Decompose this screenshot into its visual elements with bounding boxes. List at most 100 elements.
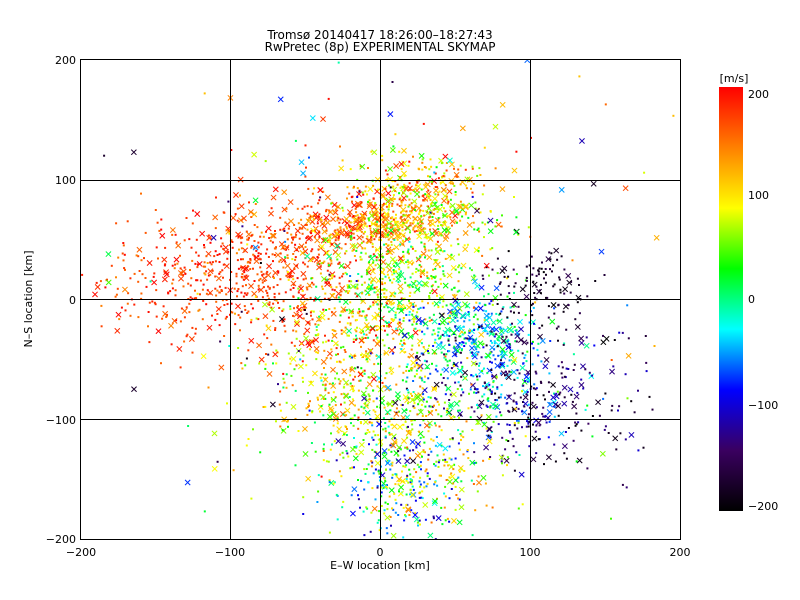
- data-point-dot: [466, 243, 469, 246]
- data-point-dot: [221, 299, 224, 302]
- data-point-x: [410, 491, 417, 498]
- data-point-x: [399, 258, 406, 265]
- data-point-dot: [421, 330, 424, 333]
- data-point-dot: [433, 352, 436, 355]
- data-point-dot: [615, 448, 618, 451]
- data-point-x: [288, 218, 294, 225]
- data-point-x: [435, 342, 442, 348]
- data-point-dot: [459, 183, 462, 186]
- data-point-dot: [129, 314, 132, 317]
- data-point-dot: [286, 420, 289, 423]
- data-point-dot: [375, 325, 378, 328]
- data-point-dot: [517, 311, 520, 314]
- data-point-dot: [369, 328, 372, 331]
- data-point-dot: [356, 187, 359, 190]
- data-point-dot: [480, 356, 483, 359]
- data-point-x: [478, 284, 485, 291]
- data-point-dot: [408, 369, 411, 372]
- data-point-dot: [469, 351, 472, 354]
- data-point-x: [478, 368, 484, 375]
- data-point-dot: [394, 511, 397, 514]
- data-point-dot: [352, 338, 355, 341]
- data-point-dot: [296, 277, 299, 280]
- data-point-dot: [383, 233, 386, 236]
- data-point-dot: [382, 487, 385, 489]
- data-point-dot: [372, 389, 374, 392]
- data-point-dot: [434, 267, 437, 270]
- data-point-dot: [322, 308, 325, 311]
- data-point-dot: [468, 392, 470, 395]
- data-point-dot: [274, 233, 276, 236]
- data-point-dot: [405, 409, 408, 411]
- data-point-dot: [266, 337, 269, 340]
- data-point-dot: [160, 218, 163, 221]
- data-point-dot: [291, 258, 294, 261]
- data-point-dot: [436, 210, 439, 213]
- data-point-x: [300, 170, 307, 177]
- data-point-dot: [357, 479, 359, 481]
- data-point-x: [280, 257, 287, 264]
- data-point-dot: [420, 188, 423, 191]
- data-point-dot: [290, 241, 293, 244]
- data-point-dot: [466, 450, 469, 453]
- data-point-dot: [563, 375, 566, 378]
- data-point-x: [265, 325, 272, 332]
- data-point-dot: [368, 421, 371, 424]
- data-point-dot: [290, 374, 293, 377]
- data-point-dot: [521, 503, 524, 506]
- data-point-x: [363, 322, 370, 329]
- data-point-dot: [318, 318, 320, 321]
- data-point-dot: [506, 423, 509, 426]
- data-point-dot: [194, 327, 197, 330]
- data-point-x: [444, 326, 451, 333]
- data-point-dot: [445, 169, 448, 172]
- data-point-dot: [472, 182, 475, 185]
- data-point-dot: [284, 330, 287, 333]
- data-point-x: [388, 306, 395, 313]
- data-point-dot: [538, 289, 541, 292]
- data-point-x: [547, 401, 553, 408]
- data-point-dot: [371, 235, 374, 238]
- data-point-dot: [421, 387, 424, 390]
- data-point-dot: [468, 331, 471, 334]
- data-point-dot: [458, 498, 461, 501]
- data-point-dot: [346, 334, 349, 337]
- data-point-dot: [324, 387, 327, 390]
- data-point-x: [381, 453, 388, 460]
- data-point-dot: [384, 203, 387, 205]
- data-point-dot: [625, 486, 628, 489]
- data-point-x: [446, 157, 453, 164]
- data-point-dot: [348, 290, 351, 293]
- data-point-dot: [507, 250, 510, 253]
- data-point-dot: [220, 289, 223, 291]
- data-point-dot: [457, 213, 460, 216]
- data-point-dot: [366, 325, 369, 328]
- data-point-dot: [368, 219, 371, 222]
- data-point-dot: [458, 264, 461, 267]
- data-point-dot: [460, 394, 463, 397]
- data-point-dot: [110, 264, 113, 267]
- data-point-dot: [604, 392, 607, 395]
- data-point-dot: [173, 267, 176, 270]
- data-point-dot: [357, 416, 360, 419]
- data-point-x: [495, 341, 502, 348]
- data-point-dot: [627, 337, 630, 340]
- data-point-dot: [409, 224, 412, 227]
- data-point-dot: [179, 320, 182, 323]
- data-point-dot: [378, 238, 381, 241]
- data-point-x: [440, 344, 446, 351]
- data-point-dot: [443, 353, 446, 356]
- data-point-dot: [259, 252, 262, 255]
- data-point-x: [612, 435, 619, 442]
- data-point-dot: [424, 318, 427, 321]
- data-point-dot: [475, 348, 478, 351]
- data-point-dot: [319, 410, 322, 413]
- data-point-x: [416, 225, 423, 232]
- data-point-dot: [487, 324, 490, 327]
- data-point-dot: [304, 175, 307, 178]
- data-point-x: [178, 275, 184, 282]
- data-point-dot: [372, 261, 375, 264]
- data-point-dot: [424, 246, 426, 249]
- data-point-dot: [556, 390, 559, 393]
- data-point-dot: [114, 295, 117, 298]
